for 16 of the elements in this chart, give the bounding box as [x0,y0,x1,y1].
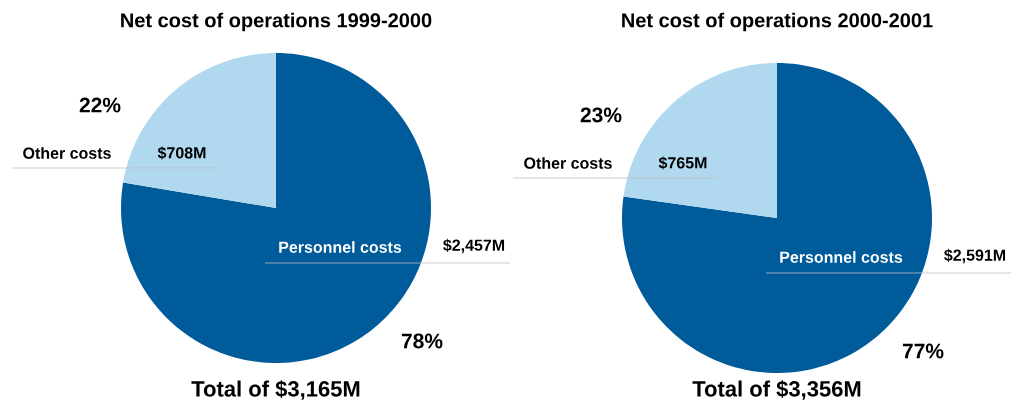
data-label: $765M [658,156,707,170]
chart-title: Net cost of operations 1999-2000 [121,12,432,32]
text: Total of $3,356M [692,380,861,400]
text: 78% [401,333,443,349]
chart-title: Net cost of operations 2000-2001 [622,12,933,32]
slice-label: Other costs [524,157,612,169]
text: 22% [79,97,121,113]
text: Total of $3,165M [191,380,360,400]
slice-label: Personnel costs [279,241,402,253]
text: 77% [902,343,944,359]
slice-label: Other costs [23,147,111,159]
slice-label: Personnel costs [780,251,903,263]
data-label: $2,457M [443,238,505,254]
text: 23% [580,107,622,123]
data-label: $708M [157,146,206,160]
data-label: $2,591M [944,248,1006,264]
